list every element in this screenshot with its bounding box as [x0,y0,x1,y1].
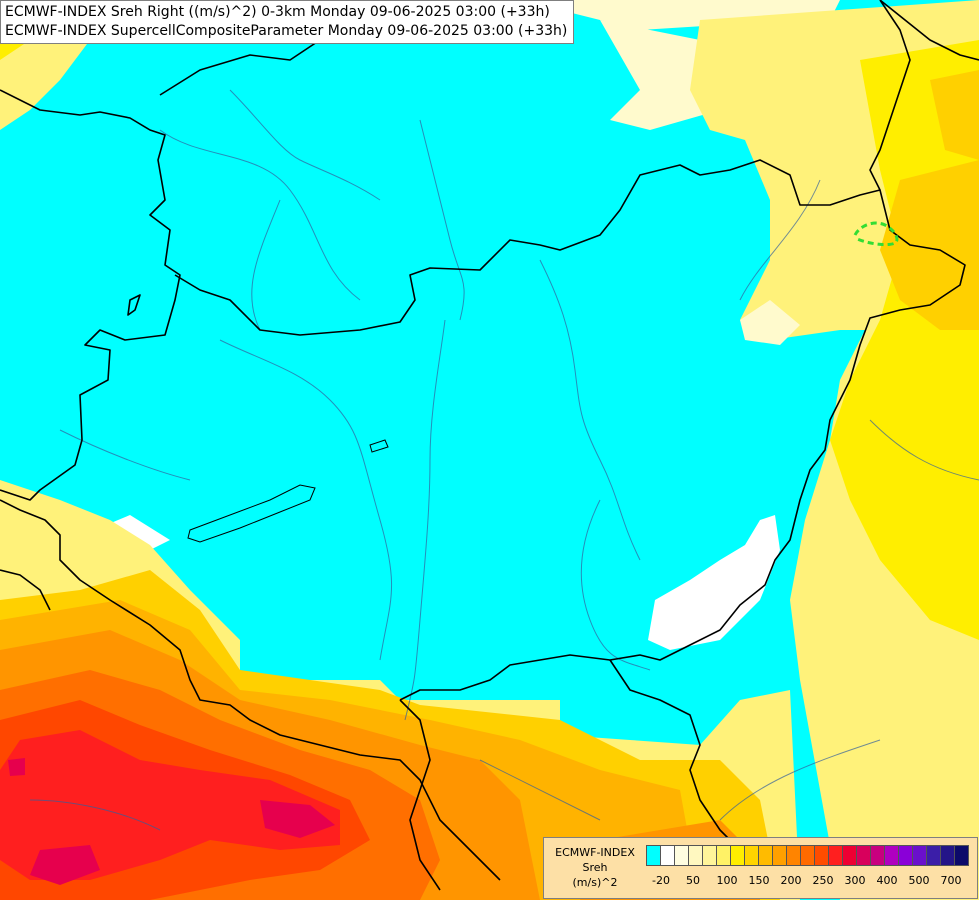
legend-swatch [744,845,759,866]
legend-swatch [842,845,857,866]
legend-swatch [940,845,955,866]
legend-title-line-3: (m/s)^2 [572,876,618,889]
river-12 [719,739,881,821]
border-5 [399,699,441,891]
legend-swatch [912,845,927,866]
border-1 [0,89,181,501]
river-3 [251,199,281,331]
river-11 [869,419,979,481]
border-4 [0,499,501,881]
legend-title: ECMWF-INDEX Sreh (m/s)^2 [546,845,644,890]
river-7 [580,499,651,671]
legend-tick-label: 150 [748,874,770,887]
border-10 [127,294,141,316]
river-2 [229,89,381,201]
legend-swatch [884,845,899,866]
zone-crimson-1 [260,800,335,838]
legend-swatch [758,845,773,866]
legend-title-line-2: Sreh [582,861,608,874]
scp-contour-1 [853,221,899,247]
legend-tick-label: -20 [652,874,670,887]
legend-swatch [856,845,871,866]
border-6 [609,659,741,851]
zone-crimson-3 [8,758,25,776]
legend-swatches [646,845,969,866]
river-13 [479,759,601,821]
legend-tick-label: 400 [876,874,898,887]
map-title-line-2: ECMWF-INDEX SupercellCompositeParameter … [5,23,568,39]
lake-small [369,439,389,453]
border-7 [869,0,911,191]
river-6 [539,259,641,561]
zone-south-red [0,730,340,880]
legend-tick-labels: -20 50 100 150 200 250 300 400 500 700 [646,874,976,890]
legend-tick-label: 50 [686,874,700,887]
zone-white-east [648,515,780,650]
legend-swatch [828,845,843,866]
map-title-line-1: ECMWF-INDEX Sreh Right ((m/s)^2) 0-3km M… [5,4,550,20]
river-9 [59,429,191,481]
legend-swatch [646,845,661,866]
legend-swatch [674,845,689,866]
scp-contours [853,221,899,247]
river-14 [29,799,161,831]
lake-balaton [187,484,316,543]
legend-swatch [660,845,675,866]
legend-tick-label: 250 [812,874,834,887]
legend-swatch [702,845,717,866]
legend-tick-label: 100 [716,874,738,887]
river-1 [159,129,361,301]
border-9 [0,569,51,611]
border-8 [879,0,979,61]
legend-tick-label: 300 [844,874,866,887]
river-8 [219,339,392,661]
zone-east-gold [880,160,979,330]
zone-ne-gold [930,70,979,160]
legend-swatch [800,845,815,866]
legend-tick-label: 700 [940,874,962,887]
legend-swatch [772,845,787,866]
legend-swatch [814,845,829,866]
river-4 [419,119,465,321]
legend-tick-label: 200 [780,874,802,887]
rivers [29,89,979,831]
legend-swatch [870,845,885,866]
river-5 [404,319,446,721]
legend-swatch [688,845,703,866]
legend-title-line-1: ECMWF-INDEX [555,846,635,859]
legend-swatch [786,845,801,866]
legend-swatch [730,845,745,866]
map-title-box: ECMWF-INDEX Sreh Right ((m/s)^2) 0-3km M… [0,0,575,44]
border-3 [174,159,966,701]
legend-swatch [898,845,913,866]
legend-swatch [716,845,731,866]
legend-swatch [926,845,941,866]
legend-swatch [954,845,969,866]
color-legend: ECMWF-INDEX Sreh (m/s)^2 -20 50 100 150 200 2… [543,837,978,899]
legend-tick-label: 500 [908,874,930,887]
river-10 [739,179,821,301]
zone-crimson-2 [30,845,100,885]
zone-pale-patch [740,300,800,345]
